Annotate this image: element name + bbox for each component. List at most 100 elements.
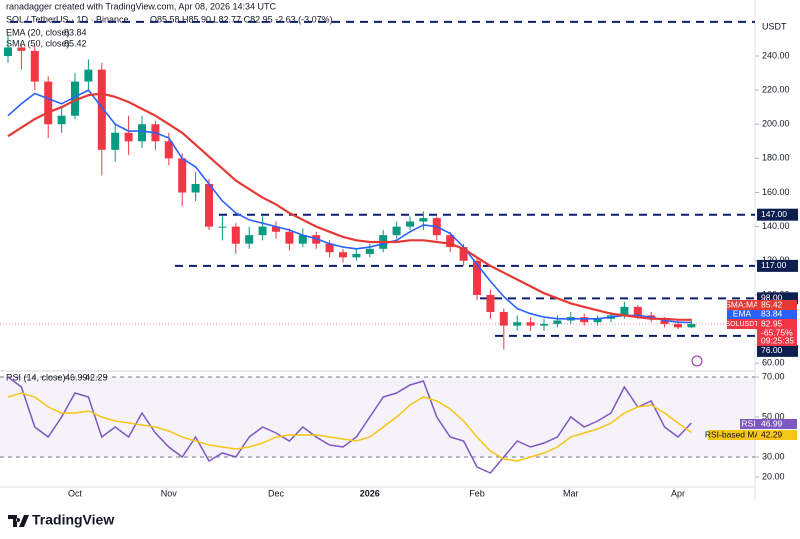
currency: USDT: [762, 21, 787, 31]
x-tick-label: Oct: [68, 488, 83, 498]
ma-line: [7, 92, 692, 321]
candle-body: [593, 318, 602, 323]
rsi-ma-tag-name: RSI-based MA: [705, 429, 761, 439]
ohlc-label: O85.58 H85.90 L82.77 C82.95 -2.63 (-3.07…: [150, 14, 333, 24]
y-tick-label: 60.00: [762, 358, 785, 368]
logo-mark: [8, 515, 29, 527]
candle-body: [164, 141, 173, 159]
ma-line: [7, 89, 692, 324]
candle-body: [486, 294, 495, 312]
y-tick-label: 20.00: [762, 471, 785, 481]
candle-body: [446, 235, 455, 248]
candle-body: [231, 226, 240, 244]
candle-body: [178, 158, 187, 193]
chart-title: SOL / TetherUS · 1D · Binance: [6, 14, 129, 24]
price-tag-change: -65.75%: [761, 327, 793, 337]
candle-body: [499, 311, 508, 326]
logo: [8, 515, 29, 527]
candle-body: [97, 69, 106, 150]
price-tag-box: [757, 319, 797, 346]
candle-body: [258, 226, 267, 236]
candle-body: [633, 306, 642, 316]
candle-body: [71, 81, 79, 116]
y-tick-label: 200.00: [762, 119, 790, 129]
rsi-tag-name: RSI: [741, 418, 755, 428]
candle-body: [339, 252, 347, 258]
rsi-tag-value-box: [757, 419, 797, 429]
level-label-box: [757, 344, 798, 357]
legend-value: 42.29: [85, 372, 108, 382]
x-tick-label: Mar: [563, 488, 579, 498]
price-tag-countdown: 09:25:35: [761, 335, 794, 345]
candle-body: [392, 226, 401, 236]
level-label: 76.00: [761, 345, 783, 355]
legend-value: 85.42: [64, 38, 87, 48]
candle-body: [272, 226, 280, 232]
candle-body: [4, 47, 12, 56]
ma-tag-name-box: [727, 300, 757, 310]
brand: TradingView: [32, 512, 114, 528]
candle-body: [540, 323, 548, 326]
legend-name: SMA (50, close): [6, 38, 70, 48]
candle-body: [30, 50, 39, 82]
price-tag-name-box: [727, 319, 757, 329]
icon: [691, 355, 703, 367]
candle-body: [580, 317, 589, 323]
level-label-box: [757, 259, 798, 272]
y-tick-label: 70.00: [762, 371, 785, 381]
y-tick-label: 160.00: [762, 187, 790, 197]
candle-body: [111, 132, 120, 150]
candle-body: [57, 115, 66, 125]
candle-body: [660, 318, 669, 324]
x-tick-label: Feb: [469, 488, 485, 498]
candle-body: [352, 253, 361, 258]
y-tick-label: 240.00: [762, 50, 790, 60]
ma-tag-value: 85.42: [761, 299, 783, 309]
chart-title: RSI (14, close): [6, 372, 66, 382]
rsi-band: [0, 377, 755, 457]
candle-body: [419, 218, 428, 222]
price-tag-name: SOLUSDT: [725, 321, 759, 328]
ma-tag-value-box: [757, 309, 797, 319]
rsi-line: [7, 392, 692, 462]
ma-tag-value: 83.84: [761, 308, 783, 318]
candle-body: [620, 306, 629, 316]
legend-value: 83.84: [64, 27, 87, 37]
candle-body: [325, 243, 334, 253]
candle-body: [285, 231, 294, 244]
rsi-line: [7, 376, 692, 474]
candle-body: [674, 323, 682, 328]
credit: ranadagger created with TradingView.com,…: [6, 1, 276, 11]
candle-body: [526, 322, 535, 326]
x-tick-label: 2026: [360, 488, 380, 498]
legend-name: EMA (20, close): [6, 27, 70, 37]
rsi-tag-name-box: [740, 419, 757, 429]
candle-body: [406, 221, 414, 227]
ma-tag-name: EMA: [733, 308, 752, 318]
candle-body: [44, 81, 53, 125]
candle-body: [191, 183, 200, 193]
candle-body: [473, 260, 481, 295]
x-tick-label: Nov: [161, 488, 178, 498]
candle-body: [205, 183, 213, 227]
ma-tag-name: SMA:MA: [725, 299, 759, 309]
candle-body: [553, 320, 562, 324]
candle-body: [245, 235, 254, 244]
rsi-ma-tag-value: 42.29: [761, 429, 783, 439]
level-label: 147.00: [761, 209, 787, 219]
candle-body: [218, 226, 227, 228]
price-tag-value: 82.95: [761, 318, 783, 328]
y-tick-label: 220.00: [762, 84, 790, 94]
candle-body: [298, 235, 307, 244]
candle-body: [513, 322, 522, 326]
rsi-ma-tag-value-box: [757, 430, 797, 440]
level-label-box: [757, 208, 798, 221]
rsi-ma-tag-name-box: [708, 430, 757, 440]
x-tick-label: Apr: [671, 488, 685, 498]
y-tick-label: 180.00: [762, 153, 790, 163]
ma-tag-value-box: [757, 300, 797, 310]
rsi-tag-value: 46.99: [761, 418, 783, 428]
candle-body: [365, 248, 374, 254]
